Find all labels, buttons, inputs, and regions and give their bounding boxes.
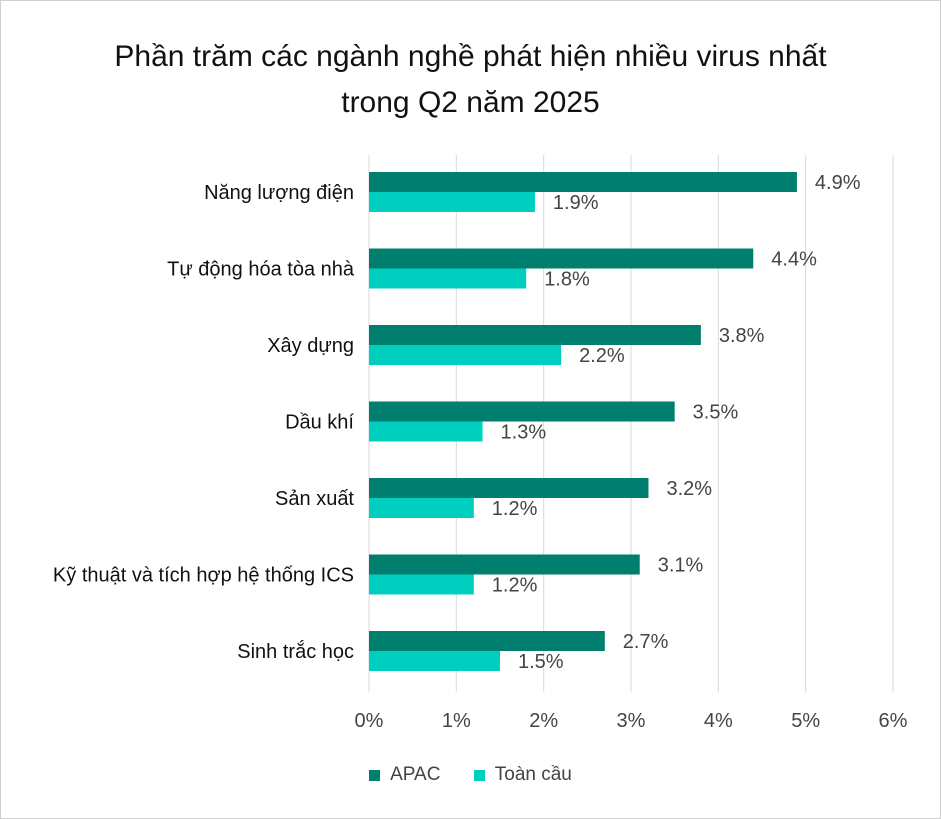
x-tick-label: 6% (879, 710, 908, 732)
chart-title-line-2: trong Q2 năm 2025 (341, 86, 600, 119)
category-label: Năng lượng điện (204, 182, 354, 204)
legend-label-global: Toàn cầu (494, 764, 572, 785)
bars (369, 172, 797, 671)
bar-apac (369, 172, 797, 192)
data-label-apac: 3.8% (719, 325, 765, 347)
chart-title: Phần trăm các ngành nghề phát hiện nhiều… (0, 34, 941, 126)
data-labels: 4.9% 1.9% 4.4% 1.8% 3.8% 2.2% 3.5% 1.3% 3.2% 1.2%… (492, 172, 861, 673)
bar-global (369, 574, 474, 595)
chart-title-line-1: Phần trăm các ngành nghề phát hiện nhiều… (114, 40, 827, 73)
bar-global (369, 268, 527, 289)
legend-swatch-global (473, 769, 485, 781)
data-label-apac: 4.9% (815, 172, 861, 194)
legend-label-apac: APAC (390, 764, 441, 785)
data-label-global: 1.8% (544, 269, 590, 291)
bar-global (369, 498, 474, 518)
bar-global (369, 345, 562, 365)
gridlines (368, 155, 894, 692)
data-label-apac: 2.7% (623, 631, 669, 653)
bar-apac (369, 631, 605, 651)
category-label: Sản xuất (275, 488, 354, 510)
data-label-apac: 3.2% (666, 478, 712, 500)
data-label-apac: 4.4% (771, 249, 817, 271)
data-label-global: 2.2% (579, 345, 625, 367)
bar-global (369, 651, 500, 671)
bar-apac (369, 478, 649, 498)
category-labels: Năng lượng điện Tự động hóa tòa nhà Xây dự… (53, 182, 355, 663)
data-label-global: 1.2% (492, 498, 538, 520)
category-label: Kỹ thuật và tích hợp hệ thống ICS (53, 565, 354, 587)
data-label-apac: 3.1% (658, 555, 704, 577)
legend: APAC Toàn cầu (0, 764, 941, 786)
bar-apac (369, 325, 701, 345)
bar-global (369, 192, 535, 212)
x-tick-label: 5% (791, 710, 820, 732)
x-tick-label: 2% (529, 710, 558, 732)
x-tick-label: 1% (442, 710, 471, 732)
data-label-global: 1.9% (553, 192, 599, 214)
x-tick-labels: 0% 1% 2% 3% 4% 5% 6% (355, 710, 908, 732)
x-tick-label: 3% (617, 710, 646, 732)
bar-global (369, 421, 483, 442)
legend-item-apac: APAC (369, 764, 440, 786)
data-label-apac: 3.5% (693, 402, 739, 424)
x-tick-label: 4% (704, 710, 733, 732)
bar-apac (369, 554, 640, 575)
category-label: Dầu khí (285, 412, 354, 434)
data-label-global: 1.5% (518, 651, 564, 673)
category-label: Xây dựng (267, 335, 354, 357)
category-label: Tự động hóa tòa nhà (167, 259, 355, 281)
data-label-global: 1.2% (492, 575, 538, 597)
x-tick-label: 0% (355, 710, 384, 732)
bar-apac (369, 401, 675, 422)
legend-item-global: Toàn cầu (473, 764, 572, 786)
category-label: Sinh trắc học (237, 640, 354, 663)
bar-apac (369, 248, 754, 269)
data-label-global: 1.3% (501, 422, 547, 444)
legend-swatch-apac (369, 769, 381, 781)
